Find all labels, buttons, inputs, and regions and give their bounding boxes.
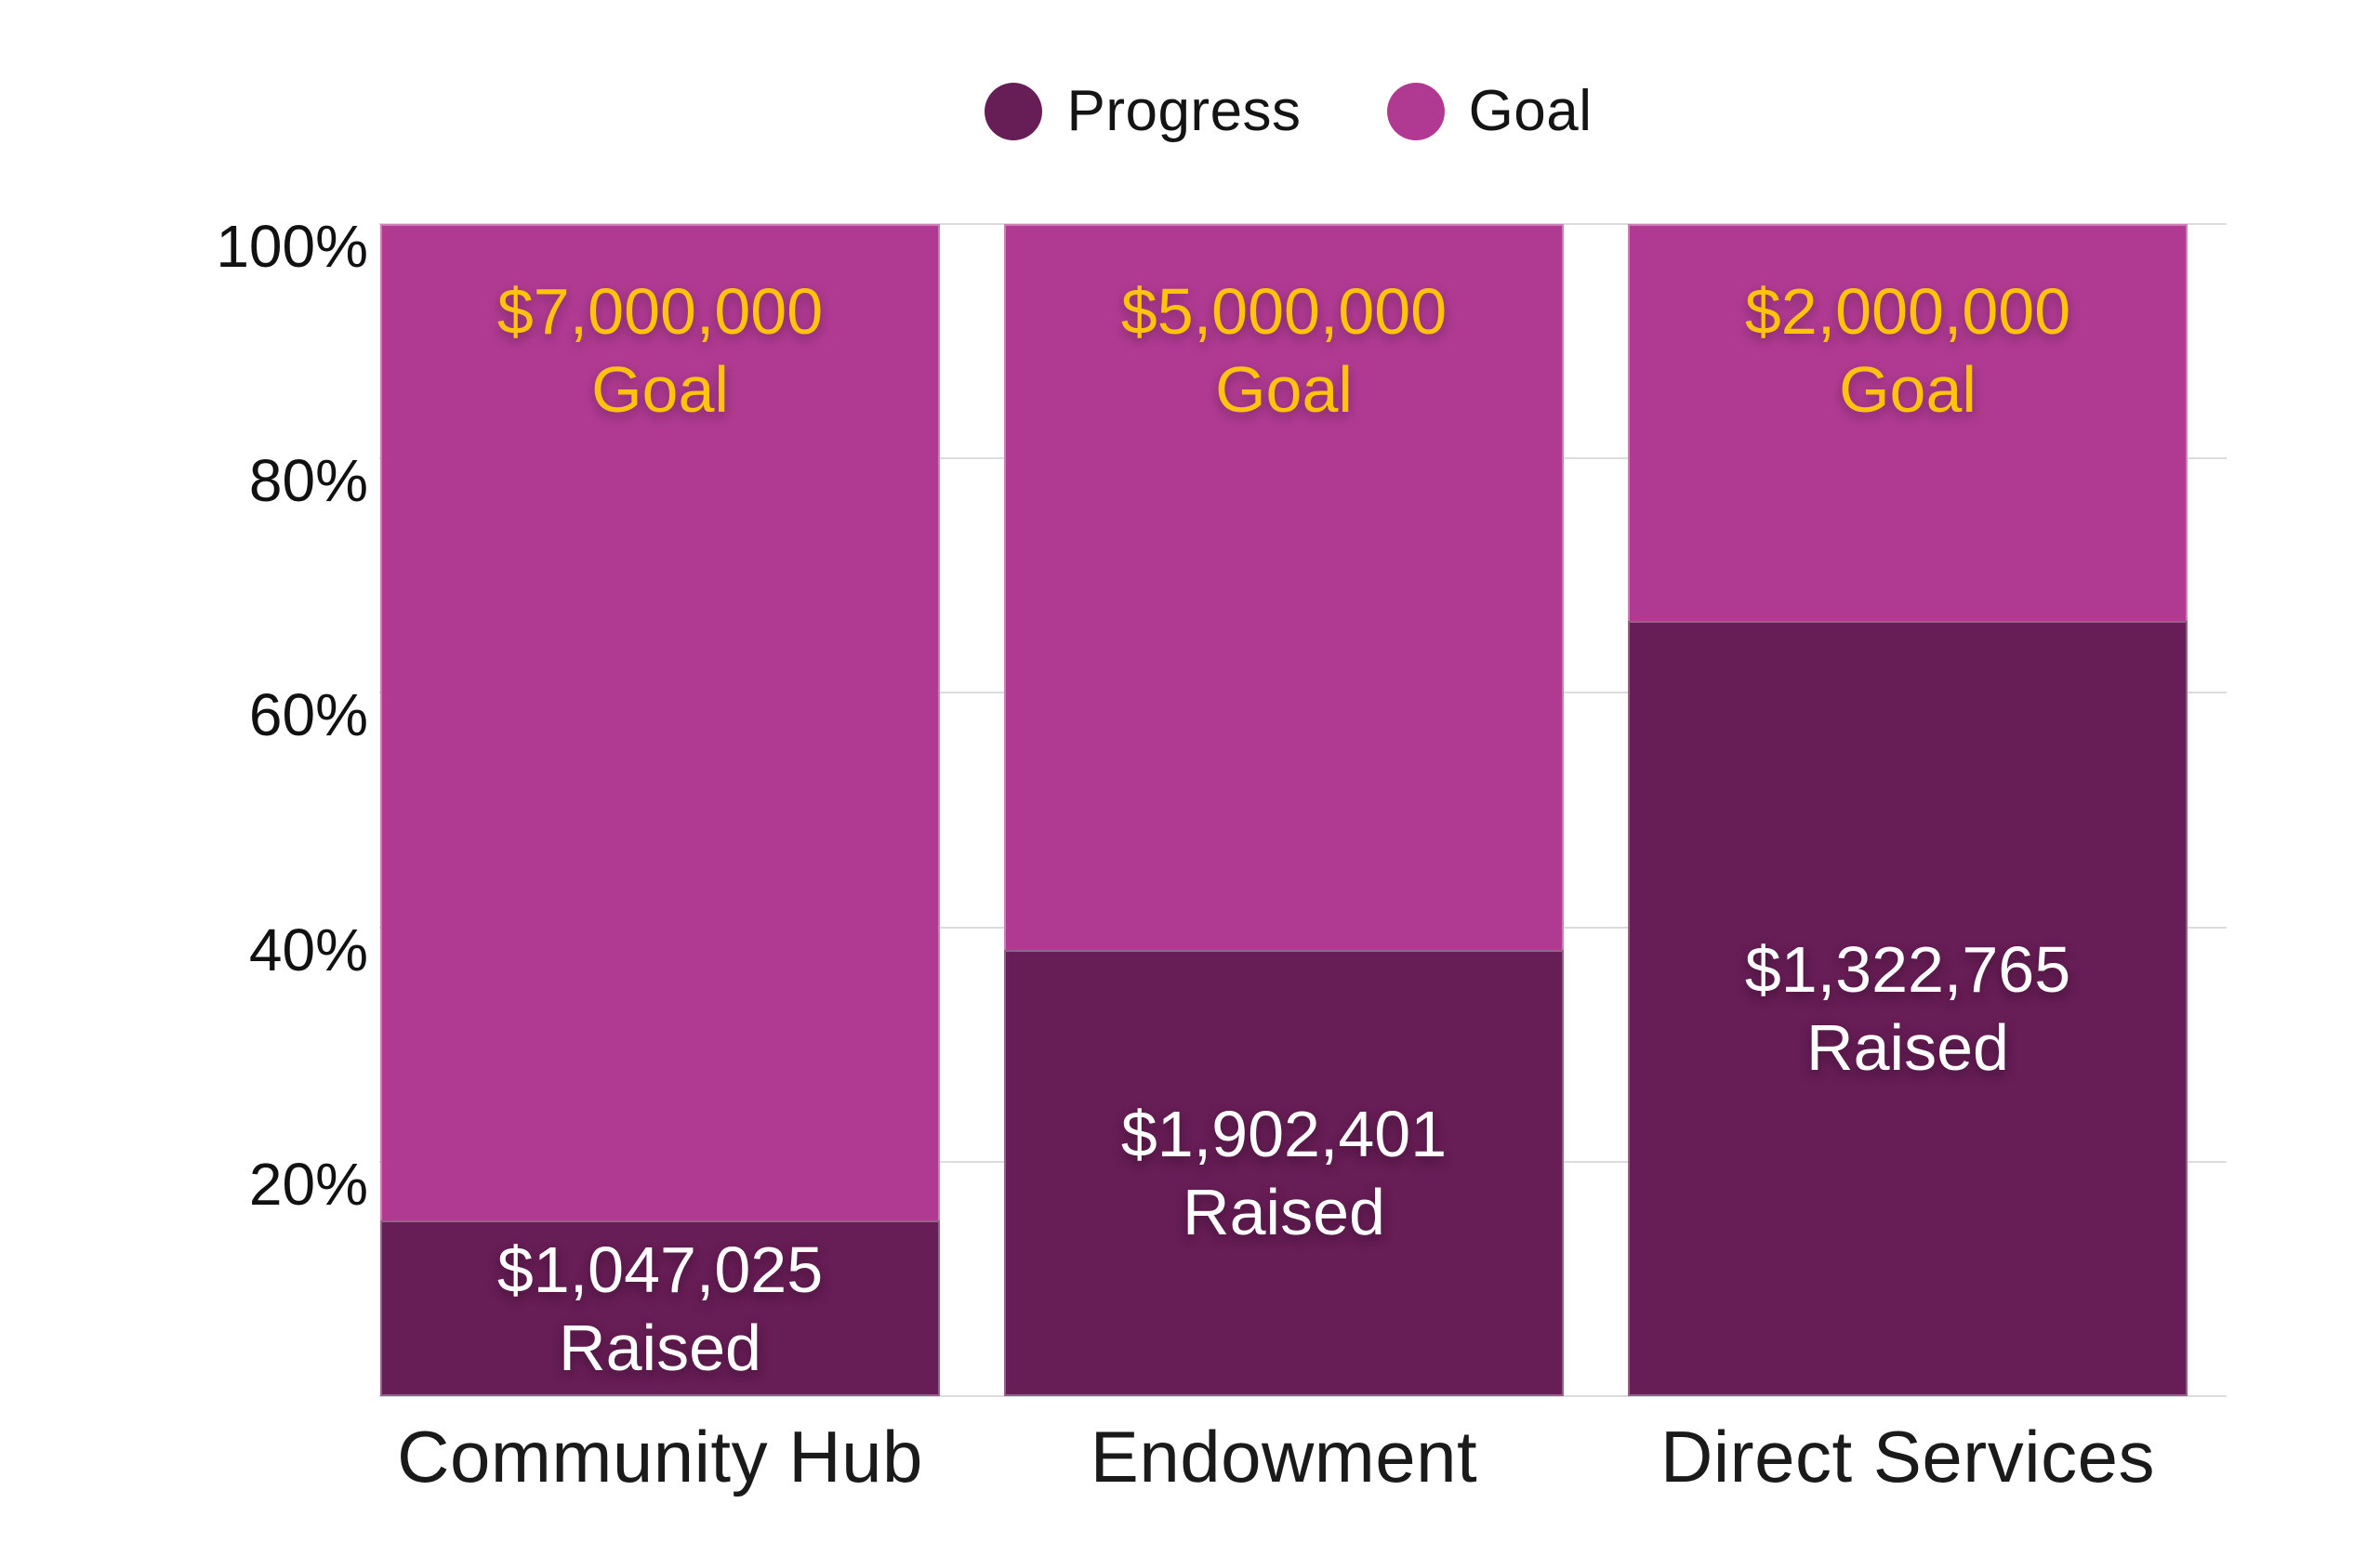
goal-swatch-icon xyxy=(1386,82,1445,140)
progress-segment-endowment: $1,902,401 Raised xyxy=(1004,950,1564,1396)
raised-label-endowment: $1,902,401 Raised xyxy=(1004,1095,1564,1251)
goal-label-community-hub: $7,000,000 Goal xyxy=(380,272,940,429)
bar-direct-services: $2,000,000 Goal $1,322,765 Raised xyxy=(1628,224,2188,1396)
x-label-endowment: Endowment xyxy=(1090,1416,1478,1497)
legend-label-progress: Progress xyxy=(1066,79,1302,143)
raised-caption: Raised xyxy=(559,1311,761,1384)
gridline-0 xyxy=(379,1395,2227,1397)
goal-label-direct-services: $2,000,000 Goal xyxy=(1628,272,2188,429)
goal-caption: Goal xyxy=(1215,353,1353,426)
raised-label-community-hub: $1,047,025 Raised xyxy=(380,1231,940,1387)
raised-amount: $1,322,765 xyxy=(1744,932,2071,1006)
goal-caption: Goal xyxy=(1839,353,1977,426)
raised-caption: Raised xyxy=(1806,1010,2009,1084)
y-tick-100: 100% xyxy=(216,213,368,280)
y-tick-80: 80% xyxy=(248,447,368,514)
raised-amount: $1,047,025 xyxy=(496,1233,824,1306)
legend-label-goal: Goal xyxy=(1468,79,1593,143)
goal-label-endowment: $5,000,000 Goal xyxy=(1004,272,1564,429)
y-tick-60: 60% xyxy=(248,681,368,748)
x-label-community-hub: Community Hub xyxy=(397,1416,923,1497)
goal-amount: $2,000,000 xyxy=(1744,275,2071,348)
bar-community-hub: $7,000,000 Goal $1,047,025 Raised xyxy=(380,224,940,1396)
bar-endowment: $5,000,000 Goal $1,902,401 Raised xyxy=(1004,224,1564,1396)
y-tick-40: 40% xyxy=(248,917,368,983)
goal-caption: Goal xyxy=(591,353,729,426)
chart-legend: Progress Goal xyxy=(99,78,2380,144)
raised-label-direct-services: $1,322,765 Raised xyxy=(1628,930,2188,1087)
y-tick-20: 20% xyxy=(248,1151,368,1218)
progress-segment-community-hub: $1,047,025 Raised xyxy=(380,1220,940,1396)
legend-item-progress: Progress xyxy=(985,78,1301,144)
x-label-direct-services: Direct Services xyxy=(1660,1416,2155,1497)
raised-amount: $1,902,401 xyxy=(1120,1098,1448,1171)
legend-item-goal: Goal xyxy=(1386,78,1593,144)
progress-segment-direct-services: $1,322,765 Raised xyxy=(1628,620,2188,1396)
goal-amount: $5,000,000 xyxy=(1120,275,1448,348)
raised-caption: Raised xyxy=(1183,1176,1385,1249)
goal-amount: $7,000,000 xyxy=(496,275,824,348)
progress-swatch-icon xyxy=(985,82,1043,140)
